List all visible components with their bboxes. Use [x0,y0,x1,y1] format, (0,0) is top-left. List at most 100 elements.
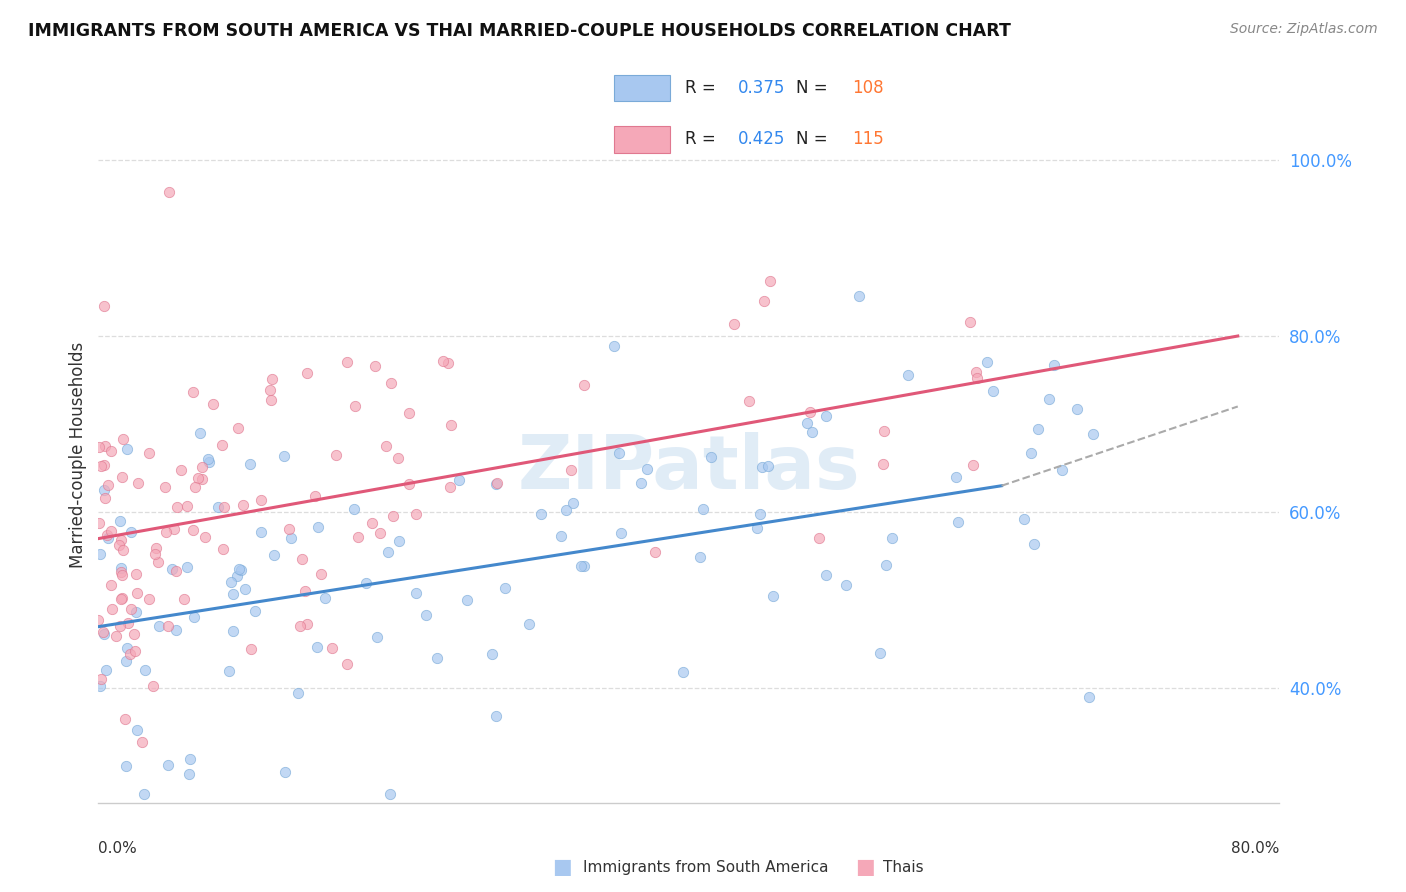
FancyBboxPatch shape [614,126,669,153]
Point [880,532,903,546]
Point [481,648,503,662]
Point [166,500,188,514]
Point [165,623,187,637]
Point [177,767,200,781]
Point [738,394,761,409]
Text: Immigrants from South America: Immigrants from South America [583,860,830,874]
Point [89,516,111,531]
Point [325,448,347,462]
Point [146,555,169,569]
Point [165,564,187,578]
Point [245,604,267,618]
Point [485,708,508,723]
Point [751,459,773,474]
Point [347,530,370,544]
Point [274,764,297,779]
Point [723,317,745,331]
Point [115,759,138,773]
Point [93,439,115,453]
Point [108,619,131,633]
Text: Source: ZipAtlas.com: Source: ZipAtlas.com [1230,22,1378,37]
Text: N =: N = [796,130,834,148]
Text: R =: R = [685,79,721,97]
Text: 108: 108 [852,79,883,97]
Point [110,565,132,579]
Point [749,507,772,521]
Point [405,507,427,521]
Point [183,385,205,400]
Point [756,458,779,473]
Text: 80.0%: 80.0% [1232,841,1279,856]
Point [405,586,427,600]
Point [692,502,714,516]
Point [555,503,578,517]
Point [186,471,208,485]
Point [398,406,420,420]
Point [439,480,461,494]
Point [250,525,273,540]
Point [294,584,316,599]
Point [156,619,179,633]
Point [111,432,134,446]
Point [191,460,214,475]
Point [747,521,769,535]
Point [610,526,633,541]
Text: ■: ■ [553,857,572,877]
Point [90,673,112,687]
Point [89,548,111,562]
Point [111,591,134,606]
Point [138,446,160,460]
Point [295,366,318,380]
Point [381,508,404,523]
Point [125,605,148,619]
Point [231,563,253,577]
Point [94,491,117,505]
Point [170,462,193,476]
Point [93,483,115,498]
Point [96,527,118,541]
Point [157,185,180,199]
Text: ZIPatlas: ZIPatlas [517,433,860,506]
Point [93,625,115,640]
Point [228,561,250,575]
Point [550,528,572,542]
Point [869,646,891,660]
Point [946,516,969,530]
Point [572,559,595,574]
Point [122,627,145,641]
Point [90,458,112,473]
Point [117,615,139,630]
Point [142,679,165,693]
Point [1019,446,1042,460]
Point [1043,358,1066,372]
FancyBboxPatch shape [614,75,669,102]
Point [336,354,359,368]
Point [259,383,281,397]
Point [120,524,142,539]
Point [360,516,382,530]
Point [377,545,399,559]
Point [291,552,314,566]
Point [240,641,263,656]
Point [125,567,148,582]
Point [981,384,1004,398]
Point [124,644,146,658]
Point [945,470,967,484]
Point [184,479,207,493]
Point [89,441,111,455]
Text: ■: ■ [855,857,875,877]
Point [602,339,624,353]
Point [87,613,110,627]
Point [380,376,402,390]
Point [222,587,245,601]
Point [1014,512,1036,526]
Point [297,617,319,632]
Point [115,654,138,668]
Point [343,501,366,516]
Point [875,558,897,572]
Point [1081,426,1104,441]
Point [426,650,449,665]
Point [101,602,124,616]
Point [176,559,198,574]
Point [1078,690,1101,704]
